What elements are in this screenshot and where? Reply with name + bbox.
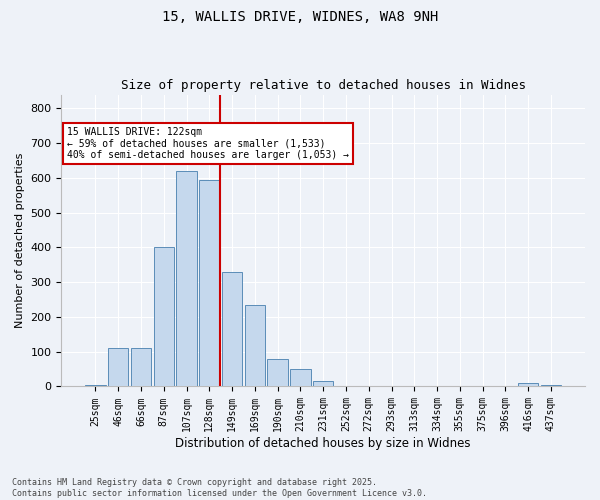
Bar [290,369,311,386]
Y-axis label: Number of detached properties: Number of detached properties [15,153,25,328]
Bar [131,348,151,387]
Bar [176,171,197,386]
Bar [541,384,561,386]
Bar [222,272,242,386]
Bar [154,248,174,386]
Text: 15, WALLIS DRIVE, WIDNES, WA8 9NH: 15, WALLIS DRIVE, WIDNES, WA8 9NH [162,10,438,24]
X-axis label: Distribution of detached houses by size in Widnes: Distribution of detached houses by size … [175,437,471,450]
Bar [108,348,128,387]
Bar [313,382,334,386]
Bar [518,383,538,386]
Bar [268,358,288,386]
Bar [85,384,106,386]
Bar [245,305,265,386]
Bar [199,180,220,386]
Title: Size of property relative to detached houses in Widnes: Size of property relative to detached ho… [121,79,526,92]
Text: Contains HM Land Registry data © Crown copyright and database right 2025.
Contai: Contains HM Land Registry data © Crown c… [12,478,427,498]
Text: 15 WALLIS DRIVE: 122sqm
← 59% of detached houses are smaller (1,533)
40% of semi: 15 WALLIS DRIVE: 122sqm ← 59% of detache… [67,126,349,160]
